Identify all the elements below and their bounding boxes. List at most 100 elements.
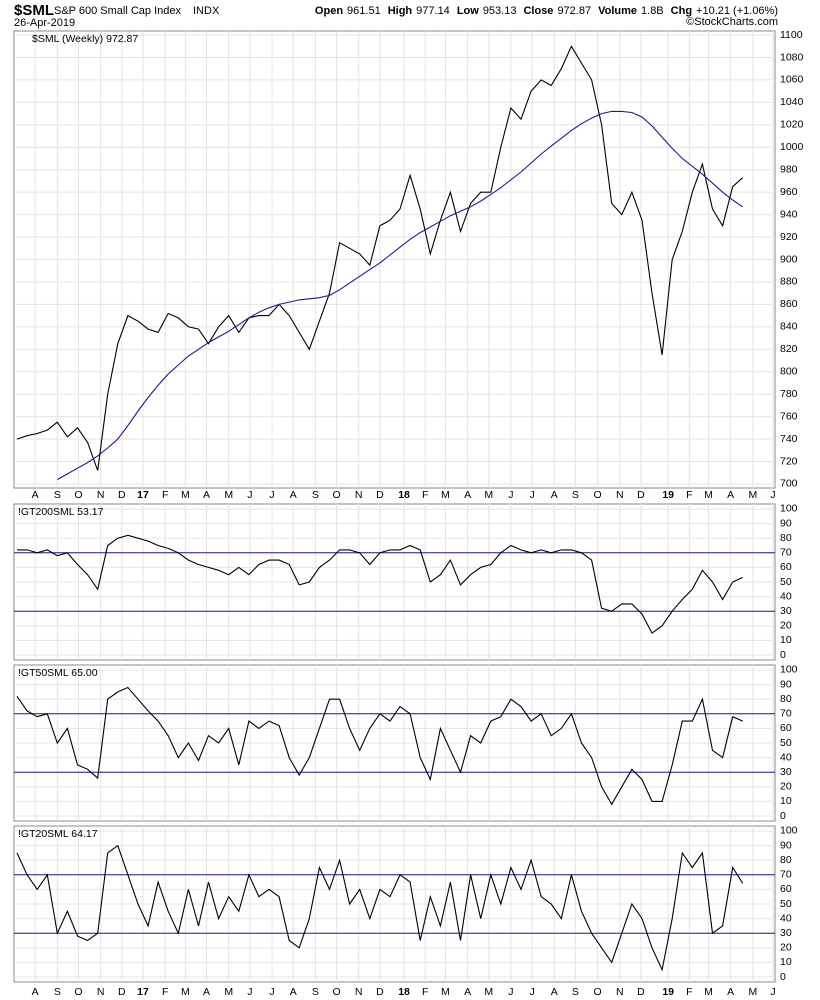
y-tick-label: 50 bbox=[780, 576, 792, 588]
date: 26-Apr-2019 bbox=[14, 17, 75, 29]
quote-value: 1.8B bbox=[641, 5, 664, 17]
quote-value: 977.14 bbox=[416, 5, 450, 17]
quote-label: Chg bbox=[671, 5, 692, 17]
y-tick-label: 1080 bbox=[780, 51, 804, 63]
y-tick-label: 60 bbox=[780, 561, 792, 573]
x-tick-label: 18 bbox=[398, 489, 410, 501]
x-tick-label: 18 bbox=[398, 986, 410, 998]
y-tick-label: 70 bbox=[780, 869, 792, 881]
x-tick-label: J bbox=[247, 489, 252, 501]
x-tick-label: A bbox=[32, 489, 39, 501]
y-tick-label: 1020 bbox=[780, 119, 804, 131]
x-tick-label: S bbox=[572, 986, 579, 998]
x-tick-label: A bbox=[551, 986, 558, 998]
x-tick-label: M bbox=[704, 489, 713, 501]
x-tick-label: N bbox=[97, 489, 105, 501]
y-tick-label: 10 bbox=[780, 956, 792, 968]
x-tick-label: J bbox=[508, 489, 513, 501]
y-tick-label: 940 bbox=[780, 208, 798, 220]
y-tick-label: 20 bbox=[780, 620, 792, 632]
y-tick-label: 0 bbox=[780, 810, 786, 822]
x-tick-label: A bbox=[727, 986, 734, 998]
legend: !GT50SML 65.00 bbox=[18, 667, 98, 679]
y-tick-label: 920 bbox=[780, 231, 798, 243]
series-line bbox=[16, 45, 744, 471]
y-tick-label: 50 bbox=[780, 737, 792, 749]
x-tick-label: S bbox=[54, 986, 61, 998]
x-tick-label: M bbox=[441, 986, 450, 998]
y-tick-label: 800 bbox=[780, 366, 798, 378]
x-tick-label: D bbox=[376, 489, 384, 501]
quote-label: Low bbox=[457, 5, 479, 17]
y-tick-label: 90 bbox=[780, 839, 792, 851]
series-line bbox=[17, 534, 743, 634]
y-tick-label: 100 bbox=[780, 503, 798, 515]
quote-label: Open bbox=[315, 5, 343, 17]
x-tick-label: D bbox=[118, 986, 126, 998]
series-line bbox=[16, 686, 743, 806]
x-tick-label: J bbox=[529, 489, 534, 501]
x-tick-label: O bbox=[594, 986, 602, 998]
x-tick-label: D bbox=[637, 986, 645, 998]
series-line bbox=[16, 844, 744, 972]
x-tick-label: S bbox=[572, 489, 579, 501]
y-tick-label: 900 bbox=[780, 253, 798, 265]
x-tick-label: 19 bbox=[662, 489, 674, 501]
x-tick-label: J bbox=[269, 489, 274, 501]
x-tick-label: A bbox=[727, 489, 734, 501]
y-tick-label: 760 bbox=[780, 410, 798, 422]
y-tick-label: 700 bbox=[780, 478, 798, 490]
y-tick-label: 1000 bbox=[780, 141, 804, 153]
y-tick-label: 740 bbox=[780, 433, 798, 445]
quote-label: Volume bbox=[598, 5, 637, 17]
y-tick-label: 100 bbox=[780, 825, 798, 837]
y-tick-label: 40 bbox=[780, 590, 792, 602]
quote-value: 953.13 bbox=[483, 5, 517, 17]
x-tick-label: M bbox=[224, 986, 233, 998]
quote-value: 972.87 bbox=[557, 5, 591, 17]
copyright: ©StockCharts.com bbox=[686, 16, 778, 28]
x-tick-label: 17 bbox=[137, 986, 149, 998]
y-tick-label: 820 bbox=[780, 343, 798, 355]
y-tick-label: 80 bbox=[780, 693, 792, 705]
x-tick-label: 17 bbox=[137, 489, 149, 501]
quote-value: +10.21 (+1.06%) bbox=[696, 5, 778, 17]
y-tick-label: 100 bbox=[780, 664, 798, 676]
quote-label: Close bbox=[523, 5, 553, 17]
y-tick-label: 60 bbox=[780, 722, 792, 734]
x-tick-label: F bbox=[162, 986, 168, 998]
x-tick-label: O bbox=[74, 489, 82, 501]
x-tick-label: A bbox=[32, 986, 39, 998]
x-tick-label: O bbox=[594, 489, 602, 501]
y-tick-label: 30 bbox=[780, 766, 792, 778]
y-tick-label: 720 bbox=[780, 455, 798, 467]
y-tick-label: 880 bbox=[780, 276, 798, 288]
y-tick-label: 30 bbox=[780, 927, 792, 939]
x-tick-label: D bbox=[637, 489, 645, 501]
series-line bbox=[57, 110, 744, 480]
quote-value: 961.51 bbox=[347, 5, 381, 17]
y-tick-label: 1060 bbox=[780, 74, 804, 86]
x-tick-label: D bbox=[376, 986, 384, 998]
x-tick-label: F bbox=[422, 986, 428, 998]
x-tick-label: D bbox=[118, 489, 126, 501]
x-tick-label: A bbox=[203, 489, 210, 501]
x-tick-label: N bbox=[355, 489, 363, 501]
x-tick-label: J bbox=[247, 986, 252, 998]
y-tick-label: 50 bbox=[780, 898, 792, 910]
x-tick-label: M bbox=[181, 489, 190, 501]
y-tick-label: 40 bbox=[780, 912, 792, 924]
x-tick-label: A bbox=[551, 489, 558, 501]
y-tick-label: 20 bbox=[780, 781, 792, 793]
y-tick-label: 70 bbox=[780, 547, 792, 559]
x-tick-label: 19 bbox=[662, 986, 674, 998]
y-tick-label: 90 bbox=[780, 678, 792, 690]
x-tick-label: M bbox=[224, 489, 233, 501]
index-name: S&P 600 Small Cap Index bbox=[54, 5, 181, 17]
x-tick-label: M bbox=[748, 986, 757, 998]
y-tick-label: 70 bbox=[780, 708, 792, 720]
x-tick-label: J bbox=[770, 489, 775, 501]
x-tick-label: A bbox=[203, 986, 210, 998]
y-tick-label: 1100 bbox=[780, 29, 803, 41]
